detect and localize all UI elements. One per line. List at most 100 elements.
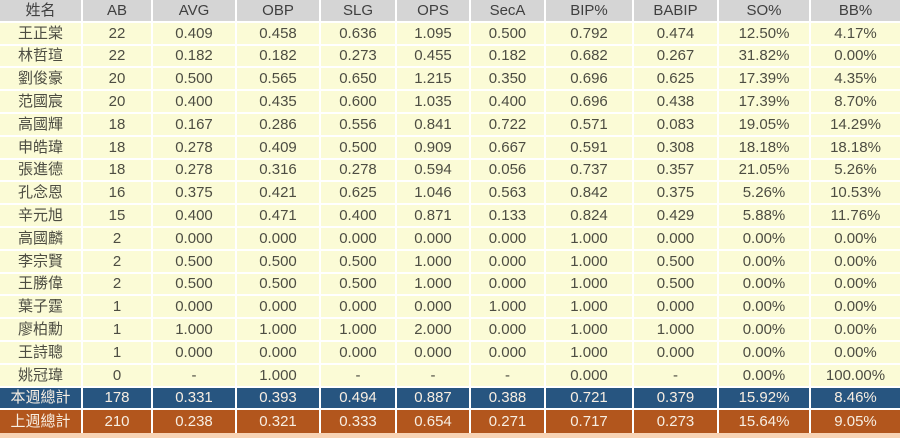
stat-cell: 11.76% [811,205,900,228]
stat-cell: 1.000 [153,319,237,342]
stat-cell: 0.000 [237,227,321,251]
table-row: 王詩聰 1 0.000 0.000 0.000 0.000 0.000 1.000 0.000 0… [0,341,900,365]
stat-cell: 0.565 [237,68,321,92]
player-name-cell: 葉子霆 [0,296,83,320]
stat-cell: 0.500 [321,250,397,274]
stat-cell: 1 [83,319,153,342]
table-row: 李宗賢 2 0.500 0.500 0.500 1.000 0.000 1.000 0.500 0… [0,250,900,274]
stat-cell: 0.500 [634,250,719,274]
column-header: BIP% [546,0,634,23]
stat-cell: 21.05% [719,159,811,183]
player-name-cell: 王詩聰 [0,341,83,365]
stat-cell: 1.000 [546,273,634,297]
stat-cell: 0.000 [397,296,471,320]
total-stat-cell: 0.717 [546,410,634,434]
stat-cell: 1.000 [546,341,634,365]
stat-cell: 0.056 [471,159,546,183]
stat-cell: 0.000 [471,250,546,274]
total-stat-cell: 0.238 [153,410,237,434]
stat-cell: 0.00% [811,45,900,69]
stat-cell: 0.594 [397,159,471,183]
stat-cell: 22 [83,22,153,46]
stat-cell: 0.000 [153,341,237,365]
total-label: 上週總計 [0,410,83,434]
stat-cell: 0.409 [153,22,237,46]
stat-cell: 1.000 [546,296,634,320]
stat-cell: 1.000 [546,319,634,342]
stat-cell: 2 [83,250,153,274]
stat-cell: 0.400 [321,205,397,228]
stat-cell: 0.375 [634,182,719,206]
stat-cell: 0.438 [634,91,719,114]
stat-cell: 0.500 [321,136,397,160]
table-row: 王勝偉 2 0.500 0.500 0.500 1.000 0.000 1.000 0.500 0… [0,273,900,297]
column-header: SO% [719,0,811,23]
stat-cell: 20 [83,91,153,114]
stat-cell: 0.00% [719,273,811,297]
column-header: BB% [811,0,900,23]
stat-cell: 1.095 [397,22,471,46]
stat-cell: 1.000 [634,319,719,342]
player-name-cell: 王勝偉 [0,273,83,297]
stat-cell: 0.556 [321,113,397,137]
stat-cell: 0.400 [153,91,237,114]
stat-cell: 0.636 [321,22,397,46]
column-header: AVG [153,0,237,23]
total-stat-cell: 15.64% [719,410,811,434]
stat-cell: 0.000 [471,319,546,342]
stat-cell: - [153,364,237,388]
stat-cell: 0.696 [546,68,634,92]
stat-cell: 0.00% [811,341,900,365]
stat-cell: 18 [83,136,153,160]
stat-cell: 0.00% [719,227,811,251]
table-row: 姚冠瑋 0-1.000- - -0.000-0.00% 100.00% [0,364,900,388]
stat-cell: 0.625 [321,182,397,206]
stat-cell: 1 [83,296,153,320]
stat-cell: 19.05% [719,113,811,137]
table-row: 葉子霆 1 0.000 0.000 0.000 0.000 1.000 1.000 0.000 0… [0,296,900,320]
column-header: BABIP [634,0,719,23]
player-name-cell: 范國宸 [0,91,83,114]
stat-cell: 0.00% [719,341,811,365]
stat-cell: 0.000 [634,341,719,365]
stat-cell: 0.000 [546,364,634,388]
table-row: 張進德 18 0.278 0.316 0.278 0.594 0.056 0.737 0.357… [0,159,900,183]
stat-cell: 0.308 [634,136,719,160]
stat-cell: 0.429 [634,205,719,228]
stat-cell: 18.18% [811,136,900,160]
bottom-strip [0,433,900,438]
stat-cell: 0.824 [546,205,634,228]
stat-cell: 0.083 [634,113,719,137]
total-stat-cell: 9.05% [811,410,900,434]
table-row: 王正棠 22 0.409 0.458 0.636 1.095 0.500 0.792 0.474… [0,22,900,46]
stat-cell: 17.39% [719,91,811,114]
stat-cell: 5.26% [719,182,811,206]
stat-cell: 0.458 [237,22,321,46]
stat-cell: 0.00% [811,319,900,342]
stat-cell: 0.000 [634,227,719,251]
stat-cell: 8.70% [811,91,900,114]
stat-cell: 0.696 [546,91,634,114]
stat-cell: 0.000 [471,227,546,251]
stat-cell: 16 [83,182,153,206]
stat-cell: 18 [83,113,153,137]
stat-cell: 0.00% [811,250,900,274]
stat-cell: 0.409 [237,136,321,160]
stat-cell: 0.667 [471,136,546,160]
player-name-cell: 張進德 [0,159,83,183]
stat-cell: 0.722 [471,113,546,137]
player-name-cell: 辛元旭 [0,205,83,228]
stat-cell: 1.046 [397,182,471,206]
stat-cell: 0.500 [634,273,719,297]
stat-cell: 0.182 [237,45,321,69]
total-stat-cell: 15.92% [719,387,811,411]
stat-cell: 0.000 [634,296,719,320]
total-stat-cell: 178 [83,387,153,411]
stat-cell: 0.00% [719,319,811,342]
stat-cell: 0.400 [471,91,546,114]
stat-cell: 22 [83,45,153,69]
stat-cell: 0.000 [321,227,397,251]
stat-cell: 0.682 [546,45,634,69]
stat-cell: 0.591 [546,136,634,160]
